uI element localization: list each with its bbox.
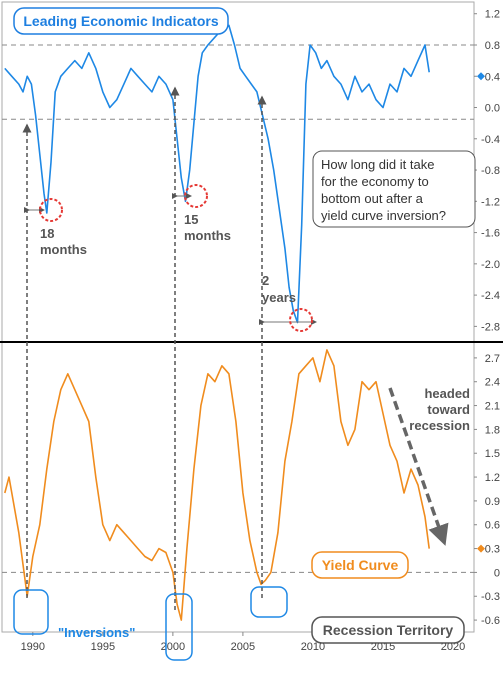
top-y-tick-label: -1.2: [481, 196, 500, 208]
trend-arrow: [388, 387, 449, 546]
lei-line: [4, 24, 430, 324]
callout-line-1: How long did it take: [321, 157, 434, 172]
inversions-label: "Inversions": [58, 625, 135, 640]
top-y-tick-label: -0.8: [481, 165, 500, 177]
bottom-circle-2009: [289, 308, 313, 332]
top-y-tick-label: -2.0: [481, 259, 500, 271]
top-y-axis: 1.2 0.8 0.4 0.0 -0.4 -0.8 -1.2 -1.6 -2.0 -2.4 -2.8: [474, 9, 500, 333]
yield-curve-series-layer: [4, 349, 430, 621]
trend-label-2: toward: [427, 402, 470, 417]
recession-territory-label: Recession Territory: [323, 622, 454, 638]
top-y-tick-label: 0.4: [485, 71, 500, 83]
callout-line-4: yield curve inversion?: [321, 208, 446, 223]
bottom-y-tick-label: 0: [494, 567, 500, 579]
lei-last-value-marker: [477, 72, 485, 81]
inversion-boxes: [13, 586, 288, 661]
bottom-y-axis: 2.7 2.4 2.1 1.8 1.5 1.2 0.9 0.6 0.3 0 -0.3 -0.6: [474, 353, 500, 627]
bottom-circles: [39, 184, 313, 332]
inversion-box-1989: [13, 589, 49, 635]
x-tick-label: 1990: [21, 641, 45, 653]
trend-label-1: headed: [424, 386, 470, 401]
trend-label-3: recession: [409, 418, 470, 433]
top-y-tick-label: -0.4: [481, 134, 500, 146]
yield-title: Yield Curve: [322, 557, 399, 573]
bottom-y-tick-label: 1.2: [485, 472, 500, 484]
recession-territory-box: [311, 616, 465, 644]
bottom-y-tick-label: 2.4: [485, 377, 500, 389]
gap-3-unit: years: [262, 290, 296, 305]
top-y-tick-label: -2.8: [481, 321, 500, 333]
bottom-y-tick-label: 1.8: [485, 424, 500, 436]
inversion-box-2006: [250, 586, 288, 618]
bottom-y-tick-label: 2.1: [485, 401, 500, 413]
callout-box: [312, 150, 476, 228]
top-y-tick-label: 0.0: [485, 103, 500, 115]
gap-2-number: 15: [184, 212, 198, 227]
bottom-y-tick-label: -0.6: [481, 615, 500, 627]
lei-title: Leading Economic Indicators: [23, 13, 218, 29]
x-tick-label: 2005: [231, 641, 255, 653]
x-axis: 1990 1995 2000 2005 2010 2015 2020: [21, 632, 465, 653]
x-tick-label: 2015: [371, 641, 395, 653]
bottom-y-tick-label: -0.3: [481, 591, 500, 603]
inversion-guides: [22, 86, 267, 610]
bottom-circle-1991: [39, 198, 63, 222]
x-tick-label: 2000: [161, 641, 185, 653]
lei-series-layer: [4, 24, 430, 324]
lei-title-box: [13, 7, 229, 35]
yield-curve-line: [4, 349, 430, 621]
gap-1-unit: months: [40, 242, 87, 257]
bottom-y-tick-label: 0.3: [485, 544, 500, 556]
inversion-box-2000: [165, 593, 193, 661]
bottom-y-tick-label: 1.5: [485, 448, 500, 460]
gap-3-number: 2: [262, 273, 269, 288]
callout-line-2: for the economy to: [321, 174, 429, 189]
x-tick-label: 1995: [91, 641, 115, 653]
yield-last-value-marker: [477, 544, 485, 553]
gap-2-unit: months: [184, 228, 231, 243]
callout-line-3: bottom out after a: [321, 191, 424, 206]
last-value-markers: [477, 72, 485, 553]
bottom-y-tick-label: 0.9: [485, 496, 500, 508]
bottom-circle-2001: [184, 184, 208, 208]
x-tick-label: 2020: [441, 641, 465, 653]
bottom-y-tick-label: 2.7: [485, 353, 500, 365]
top-y-tick-label: -1.6: [481, 228, 500, 240]
x-tick-label: 2010: [301, 641, 325, 653]
yield-title-box: [311, 551, 409, 579]
top-y-tick-label: 1.2: [485, 9, 500, 21]
top-y-tick-label: 0.8: [485, 40, 500, 52]
bottom-y-tick-label: 0.6: [485, 520, 500, 532]
gap-1-number: 18: [40, 226, 54, 241]
top-panel-reference-lines: [2, 44, 474, 120]
top-y-tick-label: -2.4: [481, 290, 500, 302]
